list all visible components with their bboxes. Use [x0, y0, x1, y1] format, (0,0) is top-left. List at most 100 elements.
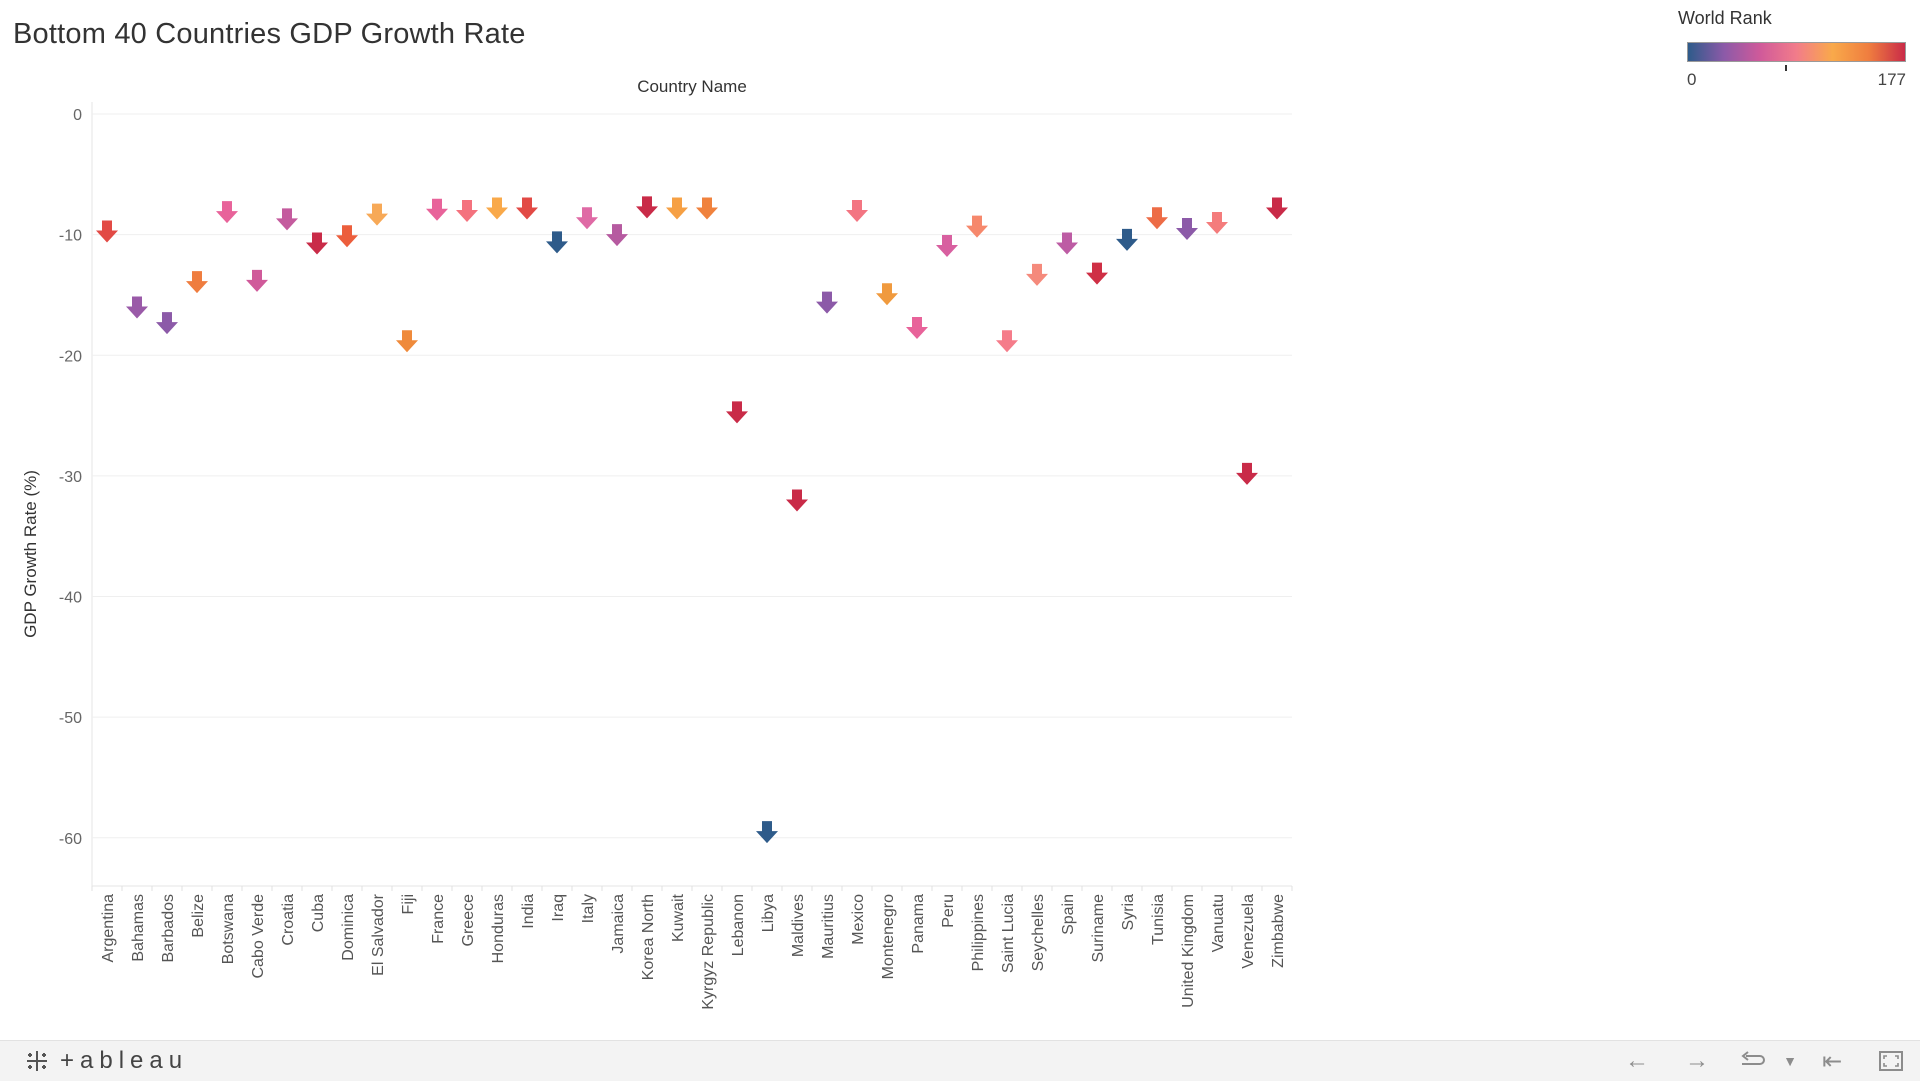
data-point-arrow [216, 201, 238, 224]
x-category-label: Peru [940, 894, 957, 928]
x-category-label: Bahamas [130, 894, 147, 962]
data-point-arrow [756, 821, 778, 844]
x-category-label: United Kingdom [1180, 894, 1197, 1008]
y-tick-label: 0 [73, 107, 82, 124]
data-point-arrow [276, 208, 298, 231]
x-category-label: Saint Lucia [1000, 894, 1017, 973]
x-category-label: Philippines [970, 894, 987, 971]
data-point-arrow [96, 220, 118, 243]
y-tick-label: -20 [59, 348, 82, 365]
x-category-label: Belize [190, 894, 207, 938]
data-point-arrow [516, 197, 538, 220]
data-point-arrow [486, 197, 508, 220]
reset-icon[interactable]: ⇤ [1821, 1047, 1843, 1075]
x-category-label: Tunisia [1150, 894, 1167, 945]
redo-icon[interactable]: → [1685, 1047, 1709, 1074]
data-point-arrow [546, 231, 568, 254]
data-point-arrow [636, 196, 658, 219]
legend-marker [1785, 65, 1787, 71]
data-point-arrow [126, 296, 148, 319]
x-category-label: El Salvador [370, 893, 387, 975]
x-category-label: Venezuela [1240, 894, 1257, 969]
x-category-label: Iraq [550, 894, 567, 922]
data-point-arrow [336, 225, 358, 248]
x-category-label: Barbados [160, 894, 177, 963]
data-point-arrow [576, 207, 598, 230]
revert-icon[interactable] [1737, 1047, 1767, 1075]
data-point-arrow [1266, 197, 1288, 220]
tableau-logo[interactable]: +ableau [24, 1047, 189, 1074]
data-point-arrow [396, 330, 418, 353]
x-category-label: Jamaica [610, 894, 627, 954]
data-point-arrow [846, 199, 868, 222]
dropdown-icon[interactable]: ▼ [1783, 1053, 1797, 1069]
undo-icon[interactable]: ← [1625, 1047, 1649, 1074]
x-category-label: Greece [460, 894, 477, 947]
scatter-chart: 0 -10 -20 -30 -40 -50 -60 Country Name GDP Growt… [21, 77, 1293, 1010]
x-category-label: Montenegro [880, 894, 897, 979]
y-tick-label: -30 [59, 469, 82, 486]
x-category-label: Honduras [490, 894, 507, 963]
data-point-arrow [906, 316, 928, 339]
data-point-arrow [726, 401, 748, 424]
legend-title: World Rank [1678, 8, 1772, 28]
x-category-label: Lebanon [730, 894, 747, 956]
x-category-label: Cabo Verde [250, 894, 267, 979]
x-category-label: France [430, 894, 447, 944]
x-category-label: Argentina [100, 894, 117, 963]
fullscreen-icon[interactable] [1876, 1047, 1906, 1075]
data-point-arrow [246, 269, 268, 292]
legend-min-label: 0 [1687, 70, 1697, 89]
data-point-arrow [876, 283, 898, 306]
data-point-arrow [366, 203, 388, 226]
data-point-arrow [1206, 212, 1228, 235]
y-tick-label: -40 [59, 590, 82, 607]
x-category-label: Vanuatu [1210, 894, 1227, 952]
x-category-label: Mauritius [820, 894, 837, 959]
color-legend: World Rank 0 177 [1678, 8, 1908, 98]
x-category-label: Fiji [400, 894, 417, 914]
data-point-arrow [696, 197, 718, 220]
x-category-label: Kyrgyz Republic [700, 894, 717, 1010]
y-axis-label: GDP Growth Rate (%) [21, 470, 40, 638]
x-category-label: Mexico [850, 894, 867, 945]
x-category-label: Panama [910, 894, 927, 954]
data-point-arrow [936, 234, 958, 257]
x-category-label: Cuba [310, 894, 327, 932]
data-point-arrow [456, 199, 478, 222]
x-category-label: Botswana [220, 894, 237, 964]
data-point-arrow [1146, 207, 1168, 230]
x-category-label: Suriname [1090, 894, 1107, 963]
x-category-label: Dominica [340, 894, 357, 961]
tableau-logo-icon [27, 1051, 47, 1071]
x-category-label: Italy [580, 894, 597, 923]
legend-max-label: 177 [1877, 70, 1906, 89]
x-category-label: Maldives [790, 894, 807, 957]
data-point-arrow [306, 232, 328, 255]
data-point-arrow [606, 224, 628, 247]
y-tick-label: -10 [59, 228, 82, 245]
y-tick-label: -60 [59, 831, 82, 848]
y-tick-label: -50 [59, 710, 82, 727]
data-point-arrow [1176, 218, 1198, 241]
data-point-arrow [426, 198, 448, 221]
data-point-arrow [1056, 232, 1078, 255]
x-category-label: Syria [1120, 894, 1137, 931]
data-point-arrow [156, 312, 178, 335]
data-point-arrow [786, 489, 808, 512]
x-category-label: Spain [1060, 894, 1077, 935]
column-header: Country Name [637, 77, 747, 96]
data-point-arrow [1086, 262, 1108, 285]
footer-toolbar: +ableau ← → ▼ ⇤ [0, 1040, 1920, 1081]
x-category-label: Seychelles [1030, 894, 1047, 971]
data-point-arrow [996, 330, 1018, 353]
legend-gradient-bar [1687, 42, 1906, 62]
data-point-arrow [816, 291, 838, 314]
tableau-logo-text: +ableau [60, 1047, 189, 1074]
data-point-arrow [1236, 462, 1258, 485]
x-category-label: India [520, 894, 537, 929]
x-category-label: Kuwait [670, 893, 687, 942]
x-category-label: Croatia [280, 894, 297, 946]
x-category-label: Libya [760, 894, 777, 932]
data-point-arrow [1116, 228, 1138, 251]
